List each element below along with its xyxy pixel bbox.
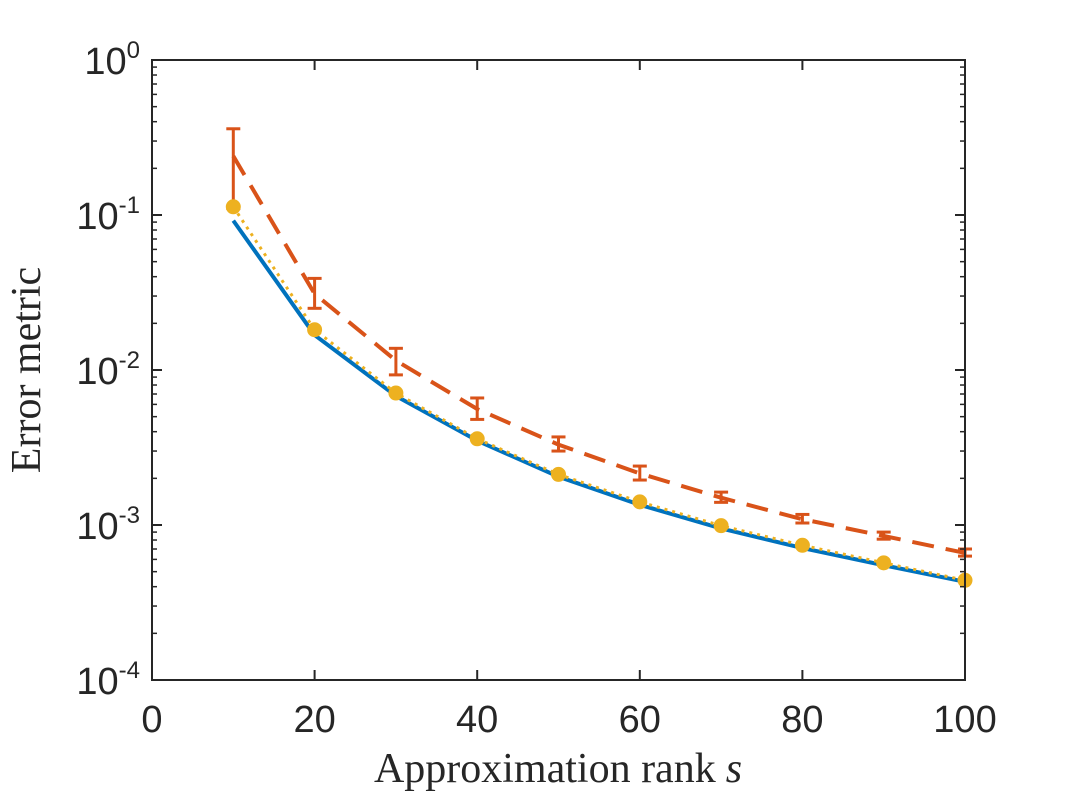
series-layer: [225, 127, 973, 588]
y-axis-title: Error metric: [4, 267, 50, 473]
error-bar: [551, 435, 566, 453]
x-tick-label: 100: [933, 699, 996, 741]
y-tick-label: 10-4: [76, 657, 140, 703]
series-2-line: [231, 155, 966, 555]
error-bar: [470, 396, 485, 421]
x-tick-label: 0: [141, 699, 162, 741]
series-3-marker: [713, 518, 729, 534]
series-3-marker: [469, 431, 485, 447]
error-bar: [795, 512, 810, 525]
series-3-marker: [551, 466, 566, 482]
series-3-marker: [388, 385, 404, 401]
series-3-marker: [876, 555, 892, 571]
series-3-marker: [632, 494, 648, 510]
tick-layer: 0 20 40 60 80 100 100 10-1 10-2 10-3 10-4: [76, 37, 996, 741]
series-1-line: [231, 219, 966, 584]
series-3-marker: [225, 199, 241, 215]
error-bar: [632, 464, 647, 482]
error-bar: [388, 346, 403, 377]
x-axis-variable: s: [726, 746, 742, 792]
series-3-marker: [307, 322, 323, 338]
x-tick-label: 40: [456, 699, 498, 741]
y-tick-label: 10-2: [76, 347, 140, 393]
y-tick-label: 10-3: [76, 502, 140, 548]
error-bar: [307, 276, 322, 310]
series-3-line: [232, 205, 966, 582]
x-axis-title: Approximation rank s: [374, 746, 742, 792]
error-bar: [714, 490, 729, 504]
y-tick-label: 10-1: [76, 192, 140, 238]
x-tick-label: 20: [293, 699, 335, 741]
y-tick-label: 100: [84, 37, 140, 83]
series-3-marker: [794, 537, 810, 553]
x-tick-label: 80: [781, 699, 823, 741]
x-tick-label: 60: [619, 699, 661, 741]
plot-area: [152, 60, 965, 680]
error-bar: [876, 530, 891, 541]
